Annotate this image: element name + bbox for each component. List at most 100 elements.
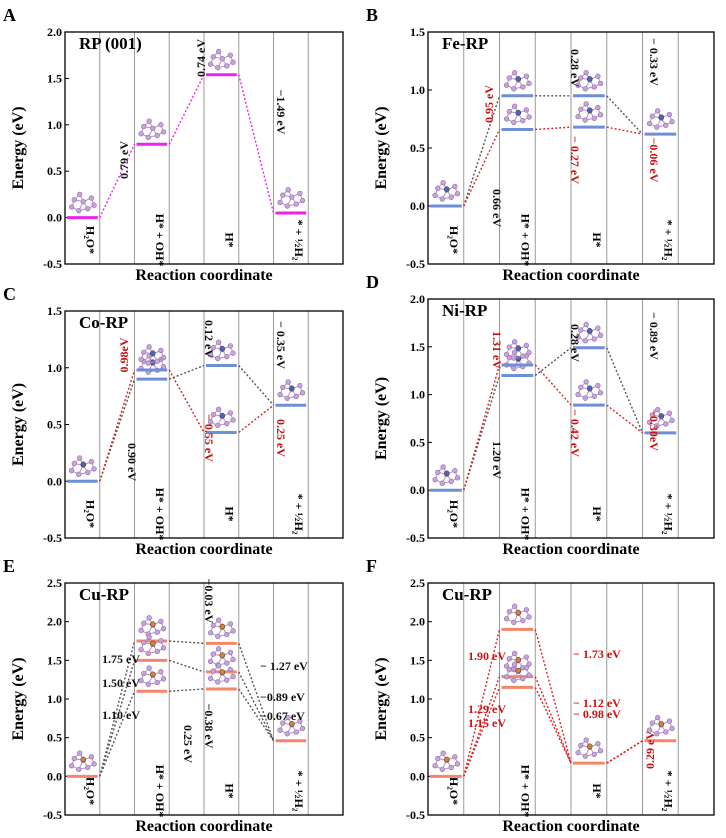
- metal-atom: [444, 470, 450, 477]
- phosphorus-atom: [224, 677, 230, 683]
- metal-atom: [658, 114, 665, 120]
- path-connector: [99, 660, 136, 777]
- phosphorus-atom: [146, 118, 152, 124]
- phosphorus-atom: [526, 80, 532, 87]
- phosphorus-atom: [216, 617, 222, 623]
- energy-annotation: −0.06 eV: [647, 138, 661, 183]
- panel-title: Cu-RP: [442, 585, 492, 604]
- state-label: * + ½H₂: [661, 771, 675, 812]
- energy-annotation: 1.90 eV: [468, 649, 506, 663]
- energy-annotation: −0.30eV: [647, 409, 661, 451]
- y-tick-label: 0.5: [410, 435, 425, 449]
- metal-atom: [515, 667, 522, 674]
- phosphorus-atom: [591, 115, 597, 121]
- y-tick-label: 2.5: [47, 576, 62, 590]
- phosphorus-atom: [285, 187, 291, 193]
- metal-atom: [658, 413, 665, 419]
- path-connector: [169, 659, 205, 673]
- phosphorus-atom: [68, 204, 75, 210]
- metal-atom: [80, 756, 87, 763]
- phosphorus-atom: [160, 625, 167, 632]
- phosphorus-atom: [138, 647, 144, 653]
- phosphorus-atom: [591, 84, 597, 90]
- phosphorus-atom: [207, 675, 214, 681]
- phosphorus-atom: [160, 645, 167, 651]
- phosphorus-atom: [76, 471, 82, 477]
- phosphorus-atom: [297, 382, 303, 389]
- y-tick-label: 0.0: [47, 769, 62, 783]
- phosphorus-atom: [646, 727, 653, 733]
- phosphorus-atom: [146, 615, 152, 621]
- panel-c: -0.5 0.0 0.5 1.0 1.5 Energy (eV) Reaction coor…: [3, 284, 344, 558]
- state-label: * + ½H₂: [661, 220, 675, 261]
- x-axis-label: Reaction coordinate: [135, 541, 272, 558]
- phosphorus-atom: [654, 731, 660, 737]
- state-label: * + ½H₂: [661, 494, 675, 535]
- y-tick-label: 1.5: [410, 653, 425, 667]
- phosphorus-atom: [207, 658, 214, 664]
- energy-annotation: 1.15 eV: [468, 716, 506, 730]
- phosphorus-atom: [158, 669, 164, 675]
- phosphorus-atom: [578, 384, 584, 390]
- state-label: H* + OH*: [518, 765, 532, 818]
- phosphorus-atom: [227, 52, 234, 58]
- phosphorus-atom: [597, 112, 604, 118]
- phosphorus-atom: [440, 750, 446, 756]
- path-connector: [535, 126, 572, 131]
- phosphorus-atom: [158, 122, 164, 128]
- phosphorus-atom: [141, 670, 147, 677]
- metal-atom: [515, 656, 522, 663]
- phosphorus-atom: [224, 63, 230, 69]
- y-axis-label: Energy (eV): [373, 377, 390, 460]
- phosphorus-atom: [230, 628, 236, 634]
- y-tick-label: -0.5: [406, 808, 425, 822]
- path-connector: [534, 364, 572, 406]
- panel-title: RP (001): [79, 34, 142, 53]
- phosphorus-atom: [655, 407, 661, 413]
- phosphorus-atom: [506, 666, 512, 673]
- phosphorus-atom: [299, 725, 306, 731]
- phosphorus-atom: [145, 681, 151, 687]
- phosphorus-atom: [582, 395, 588, 401]
- phosphorus-atom: [227, 343, 234, 349]
- energy-annotation: − 0.27 eV: [568, 136, 582, 184]
- plot-frame: [427, 298, 715, 539]
- metal-atom: [80, 461, 87, 468]
- phosphorus-atom: [649, 720, 655, 726]
- metal-atom: [444, 186, 450, 192]
- y-tick-label: 2.0: [47, 615, 62, 629]
- panel-letter: A: [3, 5, 16, 25]
- y-tick-label: 0.5: [410, 141, 425, 155]
- path-connector: [238, 74, 275, 214]
- phosphorus-atom: [215, 633, 221, 639]
- phosphorus-atom: [227, 666, 234, 672]
- phosphorus-atom: [207, 630, 214, 636]
- path-connector: [99, 691, 136, 777]
- phosphorus-atom: [452, 183, 458, 190]
- phosphorus-atom: [210, 54, 216, 60]
- phosphorus-atom: [591, 751, 597, 758]
- path-connector: [238, 643, 275, 741]
- y-tick-label: 1.0: [410, 83, 425, 97]
- phosphorus-atom: [216, 48, 222, 55]
- panel-title: Cu-RP: [79, 585, 129, 604]
- path-connector: [99, 369, 136, 482]
- phosphorus-atom: [154, 358, 160, 364]
- phosphorus-atom: [578, 75, 584, 81]
- path-connector: [99, 143, 136, 218]
- phosphorus-atom: [448, 478, 454, 485]
- phosphorus-atom: [435, 755, 441, 762]
- phosphorus-atom: [91, 466, 97, 472]
- energy-annotation: −0.89 eV: [260, 690, 305, 704]
- phosphorus-atom: [230, 673, 236, 680]
- state-label: H* + OH*: [153, 765, 167, 818]
- phosphorus-atom: [663, 729, 669, 735]
- phosphorus-atom: [506, 109, 512, 115]
- energy-annotation: − 1.27 eV: [260, 659, 308, 673]
- metal-atom: [219, 669, 226, 675]
- phosphorus-atom: [448, 194, 454, 200]
- phosphorus-atom: [669, 119, 675, 125]
- phosphorus-atom: [158, 638, 164, 644]
- phosphorus-atom: [582, 338, 588, 344]
- phosphorus-atom: [285, 714, 291, 721]
